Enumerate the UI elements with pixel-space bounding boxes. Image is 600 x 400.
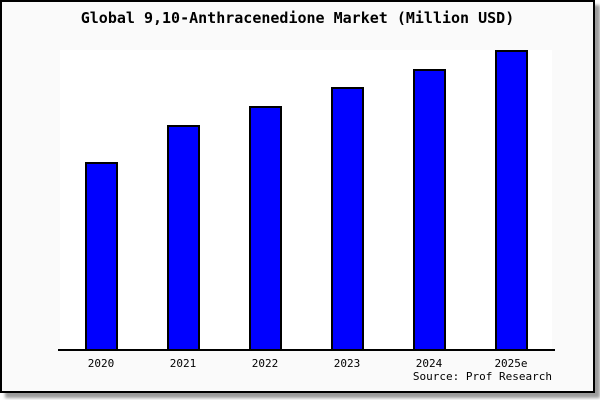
x-axis-line <box>58 349 555 351</box>
x-axis-labels: 2020 2021 2022 2023 2024 2025e <box>60 357 552 373</box>
plot-area <box>58 50 555 351</box>
x-tick-label-2025e: 2025e <box>494 357 528 370</box>
x-tick-label-2021: 2021 <box>169 357 197 370</box>
bar-2023 <box>331 87 364 351</box>
source-credit: Source: Prof Research <box>412 370 552 383</box>
x-tick-label-2022: 2022 <box>251 357 279 370</box>
chart-title: Global 9,10-Anthracenedione Market (Mill… <box>80 9 515 27</box>
bar-2021 <box>167 125 200 351</box>
x-tick-label-2020: 2020 <box>87 357 115 370</box>
x-tick-label-2024: 2024 <box>415 357 443 370</box>
x-tick-label-2023: 2023 <box>333 357 361 370</box>
bar-2025e <box>495 50 528 351</box>
bar-2020 <box>85 162 118 351</box>
bar-2024 <box>413 69 446 351</box>
bar-2022 <box>249 106 282 351</box>
chart-canvas: Global 9,10-Anthracenedione Market (Mill… <box>0 0 595 393</box>
